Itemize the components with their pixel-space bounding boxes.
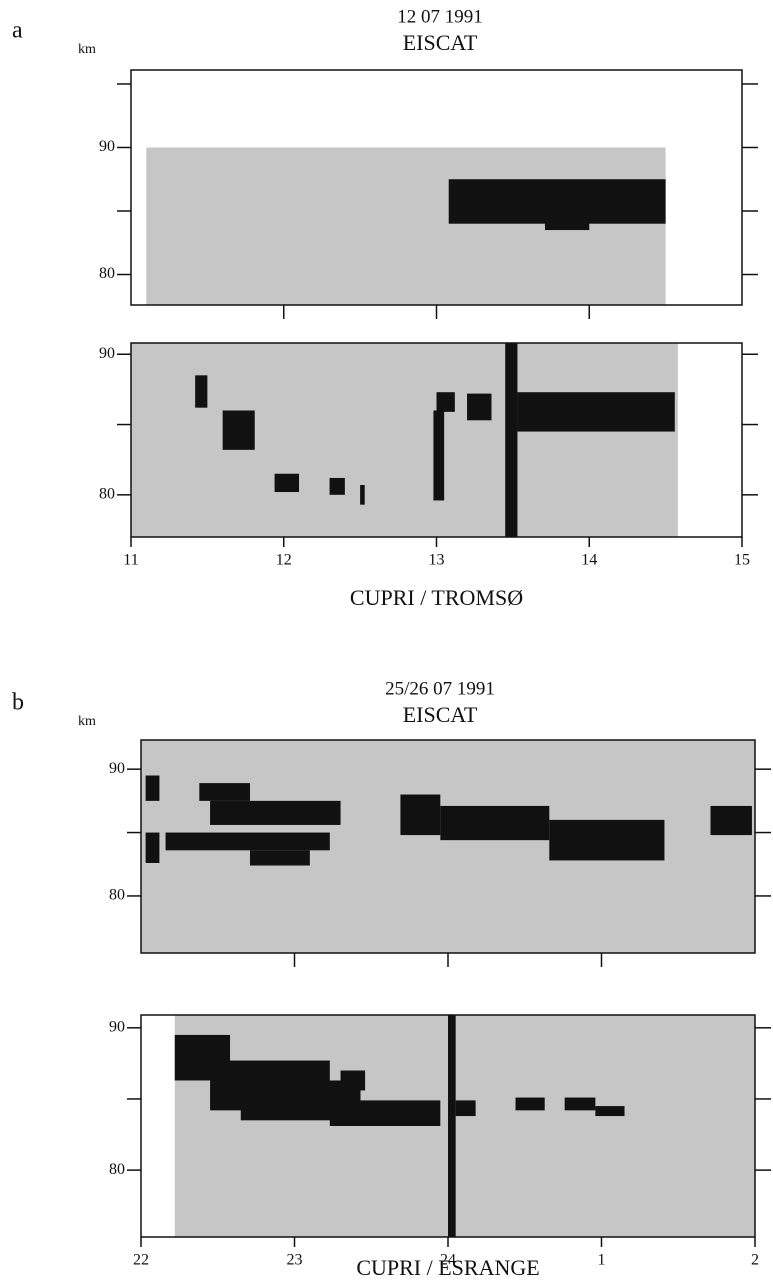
echo	[165, 832, 330, 851]
echo	[145, 775, 160, 801]
y-tick-label: 90	[109, 760, 125, 777]
panel-label: a	[12, 18, 23, 44]
echo	[448, 1015, 456, 1237]
y-axis-label: km	[78, 714, 96, 729]
echo	[199, 783, 250, 801]
coverage	[131, 343, 678, 537]
y-tick-label: 80	[99, 485, 115, 502]
echo	[400, 794, 441, 836]
echo	[249, 850, 310, 866]
x-tick-label: 13	[429, 552, 445, 569]
x-tick-label: 22	[133, 1252, 149, 1269]
x-tick-label: 2	[751, 1252, 759, 1269]
y-tick-label: 80	[99, 265, 115, 282]
x-tick-label: 23	[287, 1252, 303, 1269]
chart-title: 25/26 07 1991	[385, 678, 495, 699]
y-tick-label: 80	[109, 887, 125, 904]
chart-subtitle: EISCAT	[403, 30, 478, 55]
x-tick-label: 1	[598, 1252, 606, 1269]
echo	[274, 473, 300, 493]
echo	[222, 410, 255, 450]
echo	[195, 375, 208, 408]
echo	[433, 410, 445, 501]
echo	[340, 1070, 366, 1091]
echo	[145, 832, 160, 863]
y-tick-label: 80	[109, 1161, 125, 1178]
x-tick-label: 15	[734, 552, 750, 569]
y-tick-label: 90	[109, 1018, 125, 1035]
echo	[210, 800, 341, 825]
y-axis-label: km	[78, 42, 96, 57]
echo	[440, 805, 550, 841]
echo	[505, 343, 518, 537]
echo	[549, 819, 665, 861]
x-tick-label: 11	[123, 552, 138, 569]
coverage	[174, 1015, 755, 1237]
x-axis-label: CUPRI / ESRANGE	[356, 1255, 539, 1280]
x-tick-label: 12	[276, 552, 292, 569]
x-axis-label: CUPRI / TROMSØ	[350, 585, 523, 610]
x-tick-label: 14	[581, 552, 597, 569]
echo	[564, 1097, 596, 1111]
y-tick-label: 90	[99, 345, 115, 362]
echo	[329, 477, 345, 495]
echo	[329, 1100, 441, 1126]
chart-subtitle: EISCAT	[403, 702, 478, 727]
echo	[517, 392, 675, 432]
echo	[544, 211, 590, 231]
y-tick-label: 90	[99, 138, 115, 155]
panel-label: b	[12, 690, 24, 716]
echo	[360, 484, 365, 505]
echo	[455, 1100, 476, 1117]
echo	[515, 1097, 545, 1111]
echo	[467, 393, 492, 421]
x-tick-label: 24	[440, 1252, 456, 1269]
chart-title: 12 07 1991	[397, 6, 483, 27]
echo	[710, 805, 752, 836]
echo	[595, 1106, 625, 1117]
echo	[436, 392, 455, 412]
